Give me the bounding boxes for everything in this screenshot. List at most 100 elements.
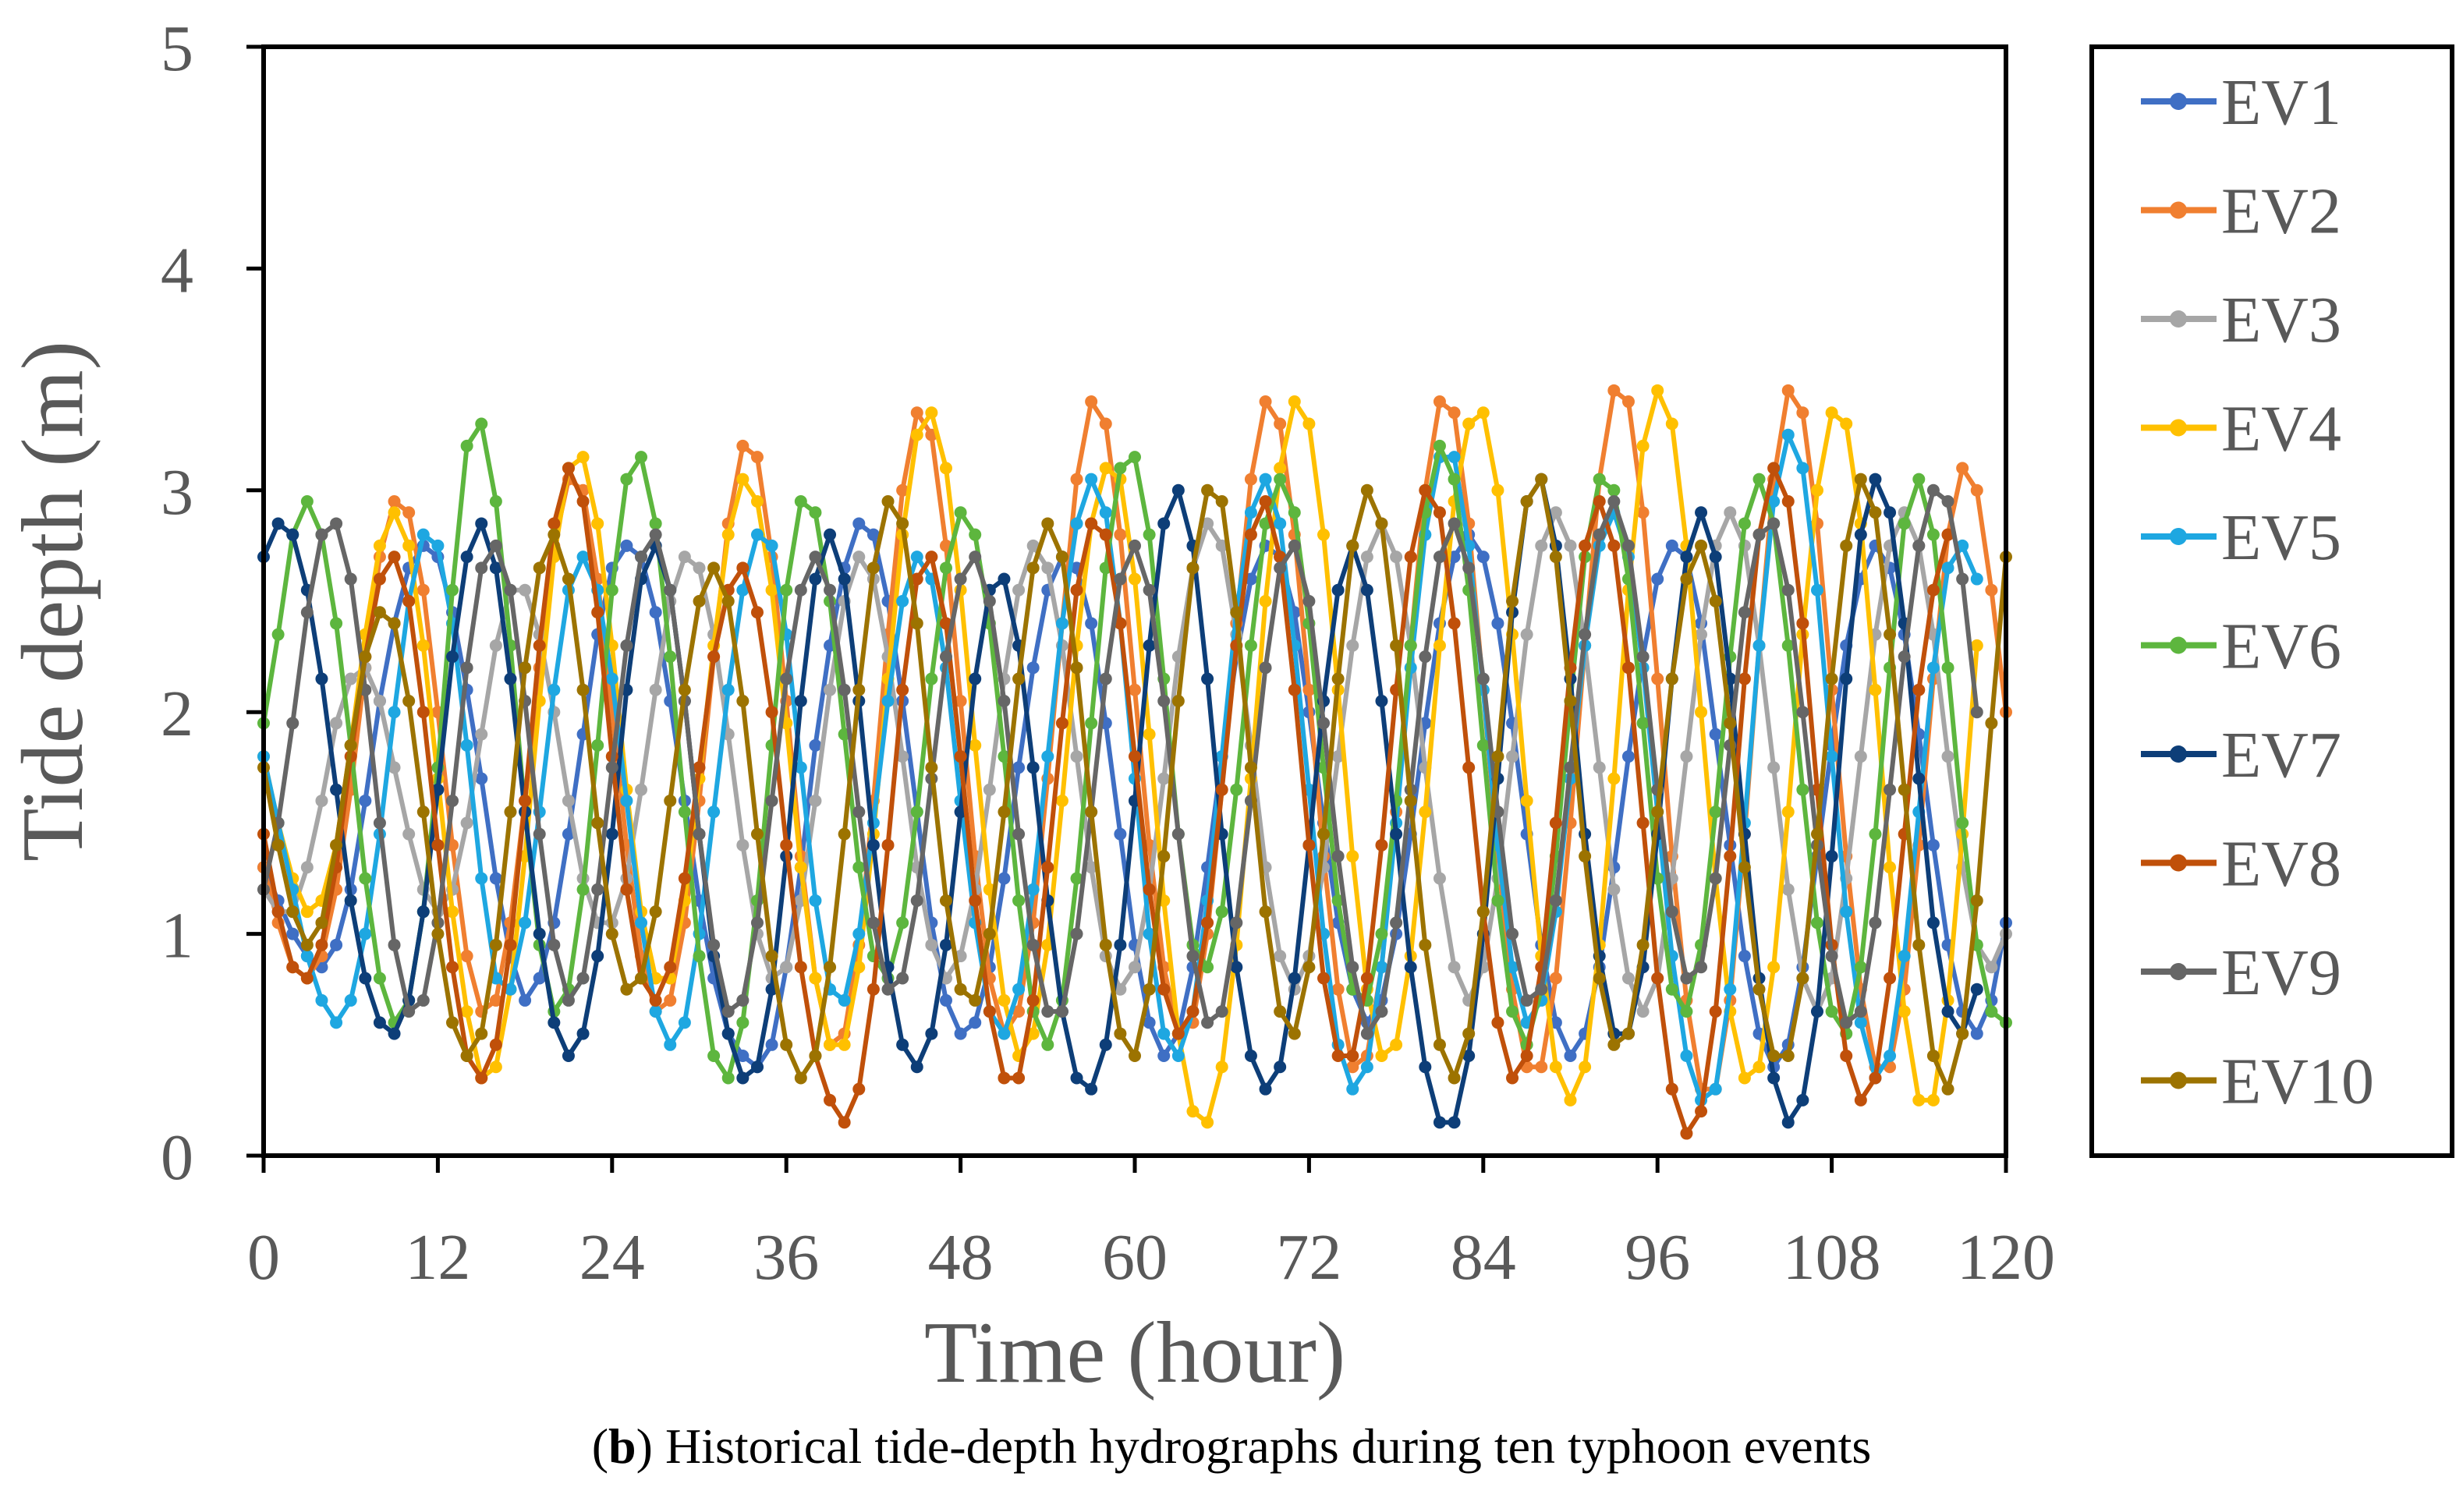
legend-marker xyxy=(2170,528,2187,545)
data-point xyxy=(910,551,923,564)
data-point xyxy=(969,738,982,752)
data-point xyxy=(1360,972,1373,985)
data-point xyxy=(1752,983,1766,996)
data-point xyxy=(1520,993,1533,1007)
legend-label: EV9 xyxy=(2221,937,2341,1009)
data-point xyxy=(649,606,662,619)
data-point xyxy=(736,583,750,597)
legend-entry-ev3: EV3 xyxy=(2141,284,2341,356)
data-point xyxy=(1680,1127,1693,1140)
data-point xyxy=(1419,1061,1432,1074)
data-point xyxy=(1448,473,1461,486)
data-point xyxy=(504,583,517,597)
data-point xyxy=(1564,539,1577,552)
data-point xyxy=(519,916,532,930)
data-point xyxy=(1796,706,1809,719)
data-point xyxy=(1549,1061,1562,1074)
data-point xyxy=(1767,517,1781,530)
data-point xyxy=(1796,1093,1809,1107)
data-point xyxy=(1099,417,1112,430)
data-point xyxy=(1491,750,1504,763)
data-point xyxy=(1970,894,1983,907)
data-point xyxy=(1564,1093,1577,1107)
data-point xyxy=(300,950,314,963)
data-point xyxy=(866,983,880,996)
data-point xyxy=(1157,850,1171,863)
data-point xyxy=(1171,1050,1185,1063)
data-point xyxy=(1767,462,1781,475)
data-point xyxy=(1085,1082,1098,1096)
data-point xyxy=(1419,938,1432,951)
data-point xyxy=(286,717,299,730)
data-point xyxy=(489,639,502,652)
data-point xyxy=(809,972,822,985)
data-point xyxy=(300,905,314,919)
data-point xyxy=(489,561,502,575)
data-point xyxy=(1244,473,1257,486)
data-point xyxy=(489,495,502,508)
data-point xyxy=(866,916,880,930)
data-point xyxy=(721,1005,735,1018)
data-point xyxy=(794,861,807,874)
data-point xyxy=(1884,972,1897,985)
data-point xyxy=(1884,628,1897,641)
data-point xyxy=(446,905,459,919)
data-point xyxy=(1781,1050,1795,1063)
data-point xyxy=(1099,938,1112,951)
data-point xyxy=(866,528,880,541)
data-point xyxy=(1476,672,1490,685)
data-point xyxy=(1579,1061,1592,1074)
data-point xyxy=(1520,1050,1533,1063)
data-point xyxy=(519,583,532,597)
data-point xyxy=(1346,1082,1359,1096)
data-point xyxy=(1259,473,1272,486)
data-point xyxy=(707,806,721,819)
data-point xyxy=(1970,983,1983,996)
data-point xyxy=(1854,1093,1867,1107)
data-point xyxy=(635,783,648,796)
data-point xyxy=(460,738,473,752)
data-point xyxy=(1781,583,1795,597)
data-point xyxy=(460,816,473,830)
data-point xyxy=(1375,927,1388,940)
data-point xyxy=(1564,761,1577,774)
data-point xyxy=(591,517,604,530)
data-point xyxy=(1201,916,1214,930)
x-tick-label: 96 xyxy=(1625,1221,1690,1294)
data-point xyxy=(1520,495,1533,508)
data-point xyxy=(562,1050,575,1063)
data-point xyxy=(605,761,618,774)
data-point xyxy=(1607,772,1621,785)
legend-marker xyxy=(2170,93,2187,110)
data-point xyxy=(489,872,502,885)
data-point xyxy=(300,861,314,874)
x-tick-label: 0 xyxy=(247,1221,280,1294)
data-point xyxy=(562,462,575,475)
data-point xyxy=(881,694,895,707)
data-point xyxy=(591,816,604,830)
data-point xyxy=(1259,495,1272,508)
data-point xyxy=(1085,806,1098,819)
data-point xyxy=(794,1071,807,1085)
data-point xyxy=(1709,595,1722,607)
data-point xyxy=(1840,417,1853,430)
data-point xyxy=(896,750,909,763)
data-point xyxy=(1012,1005,1026,1018)
data-point xyxy=(1346,639,1359,652)
x-tick-label: 120 xyxy=(1957,1221,2055,1294)
data-point xyxy=(1926,1093,1940,1107)
series-ev10 xyxy=(257,473,2012,1096)
data-point xyxy=(519,993,532,1007)
data-point xyxy=(431,783,445,796)
data-point xyxy=(1360,583,1373,597)
data-point xyxy=(1854,473,1867,486)
data-point xyxy=(809,738,822,752)
data-point xyxy=(1012,827,1026,841)
data-point xyxy=(388,706,401,719)
data-point xyxy=(838,1038,851,1051)
data-point xyxy=(489,1061,502,1074)
data-point xyxy=(736,473,750,486)
data-point xyxy=(678,683,691,696)
data-point xyxy=(576,451,590,464)
data-point xyxy=(416,905,430,919)
